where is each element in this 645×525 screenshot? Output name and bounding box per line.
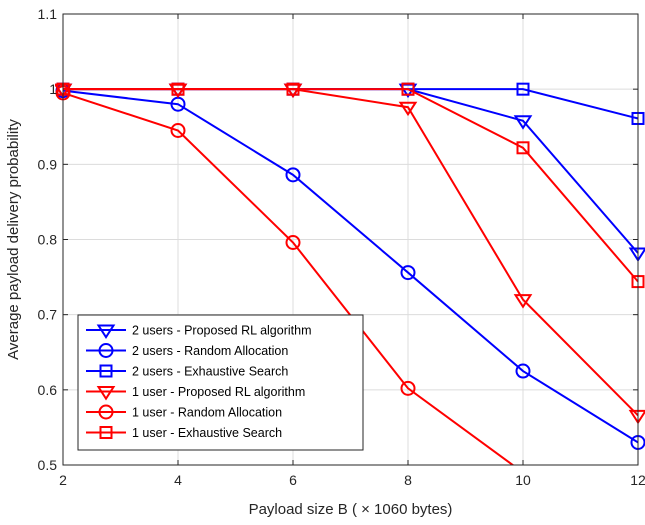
legend-label: 2 users - Random Allocation — [132, 344, 288, 358]
series-line — [62, 91, 515, 465]
legend-marker — [99, 364, 113, 378]
series-line — [63, 88, 639, 283]
series-line — [62, 89, 639, 444]
series-point — [513, 115, 533, 130]
legend-marker — [96, 324, 116, 339]
legend-marker — [99, 426, 113, 439]
legend-entry: 1 user - Proposed RL algorithm — [86, 385, 305, 401]
legend-label: 2 users - Exhaustive Search — [132, 365, 288, 379]
plot-frame — [62, 13, 639, 466]
legend-entry: 2 users - Exhaustive Search — [86, 364, 288, 379]
legend-label: 1 user - Random Allocation — [132, 406, 282, 420]
series-point — [285, 167, 301, 183]
x-tick-label: 4 — [174, 472, 182, 488]
series-1 — [55, 83, 645, 262]
legend-entry: 2 users - Random Allocation — [86, 343, 288, 358]
series-point — [286, 82, 300, 96]
series-point — [516, 82, 530, 96]
legend-label: 2 users - Proposed RL algorithm — [132, 324, 311, 338]
series-point — [516, 141, 530, 155]
series-point — [171, 82, 185, 96]
y-tick-label: 1 — [49, 81, 57, 97]
legend-label: 1 user - Proposed RL algorithm — [132, 385, 305, 399]
legend: 2 users - Proposed RL algorithm 2 users -… — [77, 314, 364, 451]
y-tick-label: 0.7 — [38, 307, 58, 323]
series-point — [401, 82, 415, 96]
legend-entry: 2 users - Proposed RL algorithm — [86, 324, 311, 339]
y-tick-label: 0.5 — [38, 457, 58, 473]
y-tick-label: 1.1 — [38, 6, 58, 22]
series-6 — [56, 82, 645, 289]
series-line — [63, 88, 639, 120]
series-point — [400, 265, 416, 281]
x-tick-label: 6 — [289, 472, 297, 488]
plot-series — [55, 82, 645, 465]
legend-marker — [98, 404, 114, 420]
y-tick-label: 0.6 — [38, 382, 58, 398]
x-axis-label: Payload size B ( × 1060 bytes) — [249, 501, 453, 518]
x-tick-label: 12 — [630, 472, 645, 488]
x-tick-label: 2 — [59, 472, 67, 488]
legend-entry: 1 user - Exhaustive Search — [86, 426, 282, 440]
legend-box — [77, 314, 364, 451]
series-point — [515, 363, 531, 379]
series-point — [513, 294, 533, 309]
legend-marker — [96, 386, 116, 401]
y-tick-label: 0.8 — [38, 232, 58, 248]
x-tick-label: 10 — [515, 472, 531, 488]
legend-entry: 1 user - Random Allocation — [86, 404, 282, 420]
legend-label: 1 user - Exhaustive Search — [132, 426, 282, 440]
series-point — [170, 123, 186, 139]
y-axis-label: Average payload delivery probability — [5, 119, 22, 360]
legend-marker — [98, 343, 114, 358]
y-tick-label: 0.9 — [38, 156, 58, 172]
x-tick-label: 8 — [404, 472, 412, 488]
series-point — [400, 380, 416, 396]
series-line — [63, 88, 639, 254]
tick-labels: 2 4 6 8 10 12 0.5 0.6 0.7 0.8 0.9 1 1.1 — [38, 6, 645, 488]
series-point — [398, 101, 418, 117]
series-point — [285, 235, 301, 251]
